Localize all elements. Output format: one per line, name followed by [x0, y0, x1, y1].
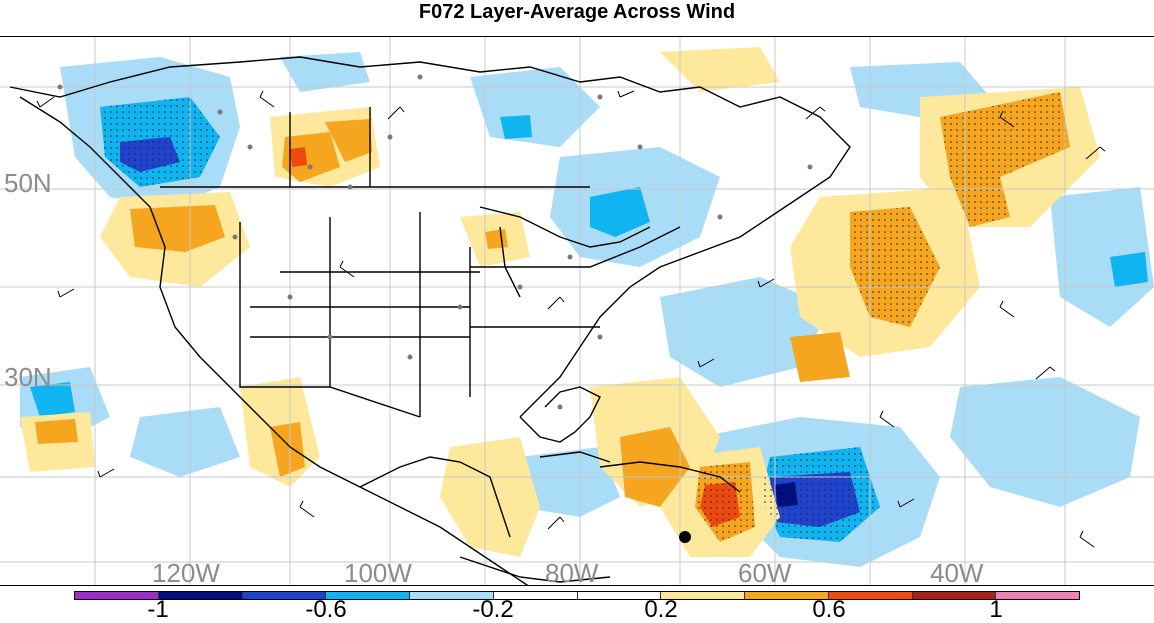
legend-swatch: [912, 592, 997, 599]
legend-label: -0.6: [305, 596, 347, 623]
significance-stippling: [100, 92, 1070, 542]
map-canvas: [0, 37, 1154, 585]
lon-label-40w: 40W: [930, 558, 984, 586]
lon-label-120w: 120W: [152, 558, 220, 586]
legend-swatch: [996, 592, 1079, 599]
legend-swatch: [493, 592, 578, 599]
legend-label: -1: [147, 596, 169, 623]
legend-swatch: [577, 592, 662, 599]
lon-label-100w: 100W: [344, 558, 412, 586]
map-panel: 50N 30N 120W 100W 80W 60W 40W: [0, 36, 1154, 586]
legend-swatch: [75, 592, 159, 599]
legend-swatch: [745, 592, 829, 599]
graticule: [0, 37, 1154, 585]
observation-points: [57, 74, 813, 410]
color-legend-bar: [74, 591, 1080, 600]
storm-center-marker: [679, 531, 691, 543]
legend-label: 1: [989, 596, 1003, 623]
legend-swatch: [828, 592, 913, 599]
legend-swatch: [242, 592, 327, 599]
legend-swatch: [661, 592, 745, 599]
lat-label-30n: 30N: [4, 362, 52, 392]
legend-swatch: [410, 592, 494, 599]
coastlines-and-borders: [9, 56, 851, 585]
lon-label-80w: 80W: [545, 558, 599, 586]
legend-label: 0.2: [644, 596, 678, 623]
lon-label-60w: 60W: [738, 558, 792, 586]
legend-swatch: [158, 592, 243, 599]
wind-barbs: [36, 90, 1106, 548]
legend-label: -0.2: [472, 596, 514, 623]
legend-swatch: [326, 592, 410, 599]
map-title: F072 Layer-Average Across Wind: [418, 1, 736, 23]
legend-label: 0.6: [812, 596, 846, 623]
lat-label-50n: 50N: [4, 168, 52, 198]
